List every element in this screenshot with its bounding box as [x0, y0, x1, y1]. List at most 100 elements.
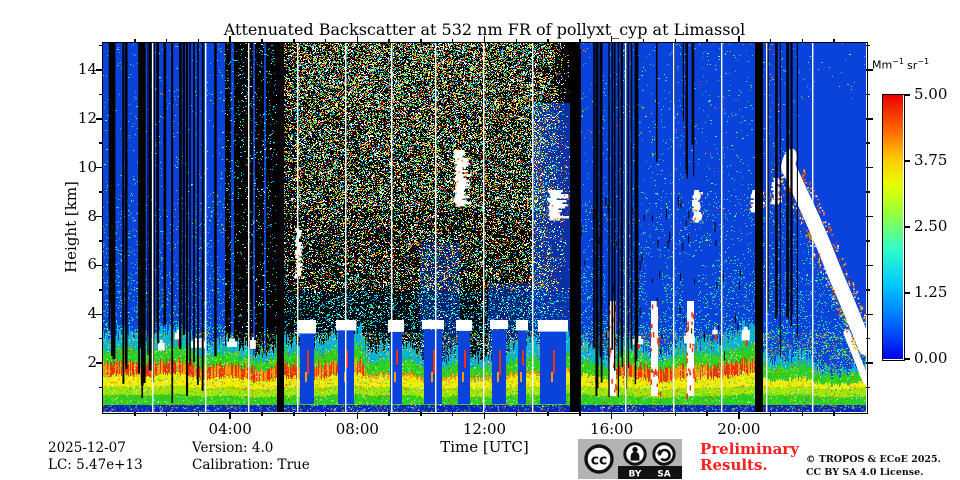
backscatter-heatmap-canvas [103, 43, 866, 412]
x-axis-tick [610, 412, 613, 419]
x-axis-tick-top [833, 39, 835, 43]
cc-by-person-head [632, 446, 638, 453]
x-axis-label: Time [UTC] [440, 438, 529, 456]
y-tick-label: 6 [87, 255, 97, 274]
x-axis-tick [388, 412, 390, 416]
y-tick-label: 12 [77, 108, 97, 127]
x-tick-label: 04:00 [208, 420, 252, 438]
colorbar-tick [904, 226, 910, 228]
y-axis-tick [99, 337, 103, 340]
copyright-line1: © TROPOS & ECoE 2025. [806, 454, 941, 465]
y-axis-tick-right [866, 118, 873, 120]
x-axis-tick [769, 412, 772, 416]
y-axis-tick [96, 118, 103, 120]
x-axis-tick [801, 412, 804, 416]
y-axis-tick [99, 240, 103, 242]
version-label: Version: 4.0 [192, 440, 274, 456]
y-tick-label: 10 [77, 157, 97, 176]
x-axis-tick-top [610, 36, 613, 43]
x-tick-label: 08:00 [335, 420, 379, 438]
y-axis-tick-right [866, 313, 873, 315]
y-axis-tick-right [866, 240, 870, 242]
x-axis-tick [324, 412, 327, 416]
x-axis-tick-top [769, 39, 772, 43]
y-axis-tick [96, 362, 103, 364]
x-axis-tick [579, 412, 581, 416]
colorbar-tick-label: 0.00 [914, 349, 948, 367]
x-tick-label: 20:00 [717, 420, 761, 438]
colorbar-tick [904, 358, 910, 360]
x-axis-tick-top [547, 39, 549, 43]
x-axis-tick-top [134, 39, 136, 43]
x-axis-tick [706, 412, 708, 416]
y-axis-tick-right [866, 142, 870, 144]
x-axis-tick [134, 412, 136, 416]
cc-by-sa-license-badge[interactable]: cc BY SA [578, 439, 682, 479]
y-axis-tick-right [866, 69, 873, 71]
cc-letters: cc [591, 453, 608, 469]
x-axis-tick [197, 412, 200, 416]
y-axis-tick-right [866, 166, 873, 169]
cc-by-person-body [630, 451, 640, 461]
y-tick-label: 8 [87, 206, 97, 225]
x-tick-label: 16:00 [590, 420, 634, 438]
y-axis-tick-right [866, 93, 870, 96]
x-axis-tick-top [642, 39, 645, 43]
x-axis-tick [515, 412, 518, 416]
x-axis-tick [451, 412, 454, 416]
x-axis-tick-top [801, 39, 804, 43]
colorbar-unit-label: Mm−1 sr−1 [872, 57, 930, 72]
plot-title: Attenuated Backscatter at 532 nm FR of p… [223, 20, 746, 39]
y-axis-tick [99, 93, 103, 96]
x-axis-tick [547, 412, 549, 416]
y-axis-tick-right [866, 337, 870, 340]
x-axis-tick [293, 412, 295, 416]
y-axis-tick [96, 313, 103, 315]
cc-sa-arrowhead [656, 449, 663, 454]
copyright-notice: © TROPOS & ECoE 2025. CC BY SA 4.0 Licen… [806, 453, 941, 479]
y-axis-tick [96, 69, 103, 71]
cc-circle-icon [584, 444, 614, 474]
x-axis-tick-top [674, 39, 676, 43]
x-axis-tick-top [356, 36, 359, 43]
x-axis-tick [642, 412, 645, 416]
colorbar-tick [904, 94, 910, 96]
colorbar-tick-label: 2.50 [914, 217, 948, 235]
colorbar-tick-label: 5.00 [914, 85, 948, 103]
y-axis-tick-right [866, 215, 873, 218]
y-tick-label: 4 [87, 304, 97, 323]
colorbar-tick [904, 160, 910, 162]
x-axis-tick-top [388, 39, 390, 43]
x-axis-tick [738, 412, 740, 419]
y-axis-tick [96, 264, 103, 267]
x-axis-tick-top [579, 39, 581, 43]
y-tick-label: 2 [87, 353, 97, 372]
x-axis-tick-top [261, 39, 263, 43]
x-axis-tick-top [451, 39, 454, 43]
y-axis-tick [99, 289, 103, 291]
preliminary-results-notice: Preliminary Results. [700, 441, 799, 473]
x-axis-tick-top [293, 39, 295, 43]
y-axis-tick [96, 166, 103, 169]
x-tick-label: 12:00 [462, 420, 507, 438]
x-axis-tick [420, 412, 422, 416]
copyright-line2: CC BY SA 4.0 License. [806, 467, 924, 478]
x-axis-tick [261, 412, 263, 416]
x-axis-tick-top [165, 39, 168, 43]
cc-badge-label-strip [618, 466, 682, 479]
colorbar-tick [904, 292, 910, 294]
x-axis-tick-top [483, 36, 486, 43]
y-tick-label: 14 [77, 59, 97, 78]
x-axis-tick-top [738, 36, 740, 43]
y-axis-tick-right [866, 191, 870, 193]
y-axis-tick-right [866, 362, 873, 364]
y-axis-tick [96, 215, 103, 218]
x-axis-tick-top [706, 39, 708, 43]
preliminary-line1: Preliminary [700, 440, 799, 458]
x-axis-tick [229, 412, 231, 419]
preliminary-line2: Results. [700, 456, 768, 474]
colorbar-tick-label: 3.75 [914, 151, 948, 169]
cc-by-label: BY [629, 470, 642, 480]
calibration-label: Calibration: True [192, 457, 310, 473]
